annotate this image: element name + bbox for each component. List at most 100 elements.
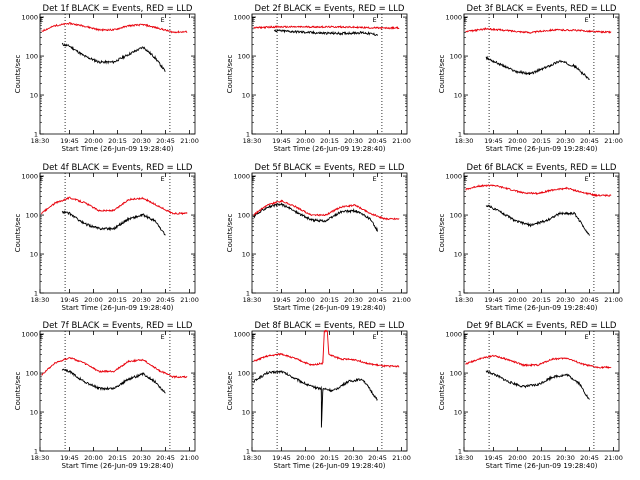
x-tick-label: 20:30 — [344, 296, 363, 304]
x-tick-label: 20:30 — [344, 454, 363, 462]
x-tick-label: 19:45 — [272, 137, 291, 145]
x-axis-label: Start Time (26-Jun-09 19:28:40) — [274, 304, 386, 312]
series-lld-line — [41, 196, 188, 216]
y-tick-label: 1 — [246, 131, 250, 139]
x-tick-label: 20:45 — [368, 296, 387, 304]
x-axis-label: Start Time (26-Jun-09 19:28:40) — [274, 462, 386, 470]
event-marker-label: E — [372, 175, 376, 183]
y-tick-label: 1000 — [233, 14, 250, 22]
panel-det-7: Det 7f BLACK = Events, RED = LLD 1 10 100 10… — [14, 321, 199, 470]
y-axis-label: Counts/sec — [226, 372, 234, 411]
x-tick-label: 21:00 — [180, 296, 199, 304]
chart-title: Det 8f BLACK = Events, RED = LLD — [255, 321, 405, 331]
event-marker-label: E — [463, 16, 467, 24]
x-tick-label: 19:45 — [484, 454, 503, 462]
y-tick-label: 10 — [30, 409, 38, 417]
chart-title: Det 9f BLACK = Events, RED = LLD — [467, 321, 617, 331]
x-tick-label: 20:15 — [320, 137, 339, 145]
x-axis-label: Start Time (26-Jun-09 19:28:40) — [274, 145, 386, 153]
y-tick-label: 1000 — [233, 173, 250, 181]
y-tick-label: 10 — [454, 251, 462, 259]
x-tick-label: 21:00 — [180, 137, 199, 145]
series-events-line — [253, 370, 378, 428]
x-tick-label: 20:15 — [320, 296, 339, 304]
plot-frame — [251, 172, 408, 294]
event-marker-label: E — [160, 333, 164, 341]
series-events-line — [61, 42, 166, 72]
plot-frame — [463, 330, 620, 452]
y-tick-label: 1000 — [445, 331, 462, 339]
y-tick-label: 10 — [242, 409, 250, 417]
event-marker-label: E — [463, 175, 467, 183]
x-tick-label: 21:00 — [604, 296, 623, 304]
event-marker-label: E — [463, 333, 467, 341]
y-tick-label: 100 — [238, 370, 250, 378]
panel-det-6: Det 6f BLACK = Events, RED = LLD 1 10 100 10… — [438, 163, 623, 312]
x-tick-label: 20:30 — [132, 296, 151, 304]
y-tick-label: 1 — [458, 131, 462, 139]
x-tick-label: 19:45 — [484, 296, 503, 304]
x-tick-label: 18:30 — [243, 137, 262, 145]
x-tick-label: 20:45 — [156, 137, 175, 145]
x-tick-label: 20:15 — [532, 137, 551, 145]
y-tick-label: 100 — [26, 370, 38, 378]
x-tick-label: 18:30 — [243, 296, 262, 304]
panel-det-1: Det 1f BLACK = Events, RED = LLD 1 10 100 10… — [14, 4, 199, 153]
y-tick-label: 1 — [246, 290, 250, 298]
y-tick-label: 10 — [30, 92, 38, 100]
panel-det-3: Det 3f BLACK = Events, RED = LLD 1 10 100 10… — [438, 4, 623, 153]
y-tick-label: 100 — [238, 212, 250, 220]
x-tick-label: 20:30 — [344, 137, 363, 145]
plot-frame — [251, 13, 408, 135]
series-events-line — [61, 368, 166, 394]
event-marker-label: E — [251, 16, 255, 24]
x-tick-label: 20:00 — [84, 454, 103, 462]
x-axis-label: Start Time (26-Jun-09 19:28:40) — [486, 304, 598, 312]
panel-det-4: Det 4f BLACK = Events, RED = LLD 1 10 100 10… — [14, 163, 199, 312]
x-tick-label: 20:30 — [556, 296, 575, 304]
x-tick-label: 19:45 — [272, 296, 291, 304]
x-tick-label: 20:00 — [508, 454, 527, 462]
event-marker-label: E — [584, 175, 588, 183]
series-lld-line — [465, 184, 612, 198]
x-tick-label: 20:00 — [296, 137, 315, 145]
panel-det-8: Det 8f BLACK = Events, RED = LLD 1 10 100 10… — [226, 321, 411, 470]
x-tick-label: 20:00 — [508, 296, 527, 304]
y-tick-label: 1000 — [445, 173, 462, 181]
y-tick-label: 1000 — [21, 14, 38, 22]
x-tick-label: 20:00 — [296, 454, 315, 462]
x-tick-label: 20:45 — [580, 454, 599, 462]
x-tick-label: 18:30 — [455, 296, 474, 304]
series-lld-line — [253, 25, 400, 30]
event-marker-label: E — [372, 16, 376, 24]
y-axis-label: Counts/sec — [438, 214, 446, 253]
y-axis-label: Counts/sec — [226, 214, 234, 253]
y-tick-label: 1 — [34, 131, 38, 139]
series-events-line — [253, 202, 378, 232]
y-tick-label: 10 — [30, 251, 38, 259]
y-axis-label: Counts/sec — [438, 372, 446, 411]
y-tick-label: 10 — [454, 409, 462, 417]
y-axis-label: Counts/sec — [438, 55, 446, 94]
series-events-line — [485, 55, 590, 80]
x-tick-label: 18:30 — [243, 454, 262, 462]
chart-title: Det 5f BLACK = Events, RED = LLD — [255, 163, 405, 173]
y-tick-label: 1000 — [21, 331, 38, 339]
y-tick-label: 10 — [454, 92, 462, 100]
y-tick-label: 1000 — [233, 331, 250, 339]
chart-title: Det 2f BLACK = Events, RED = LLD — [255, 4, 405, 14]
chart-title: Det 7f BLACK = Events, RED = LLD — [43, 321, 193, 331]
x-tick-label: 19:45 — [272, 454, 291, 462]
series-lld-line — [465, 27, 612, 34]
y-tick-label: 1 — [458, 448, 462, 456]
y-tick-label: 10 — [242, 92, 250, 100]
series-events-line — [485, 204, 590, 236]
series-events-line — [485, 369, 590, 400]
y-tick-label: 10 — [242, 251, 250, 259]
x-tick-label: 20:30 — [132, 137, 151, 145]
x-tick-label: 21:00 — [392, 137, 411, 145]
chart-title: Det 1f BLACK = Events, RED = LLD — [43, 4, 193, 14]
panel-det-2: Det 2f BLACK = Events, RED = LLD 1 10 100 10… — [226, 4, 411, 153]
y-axis-label: Counts/sec — [14, 55, 22, 94]
y-tick-label: 100 — [238, 53, 250, 61]
